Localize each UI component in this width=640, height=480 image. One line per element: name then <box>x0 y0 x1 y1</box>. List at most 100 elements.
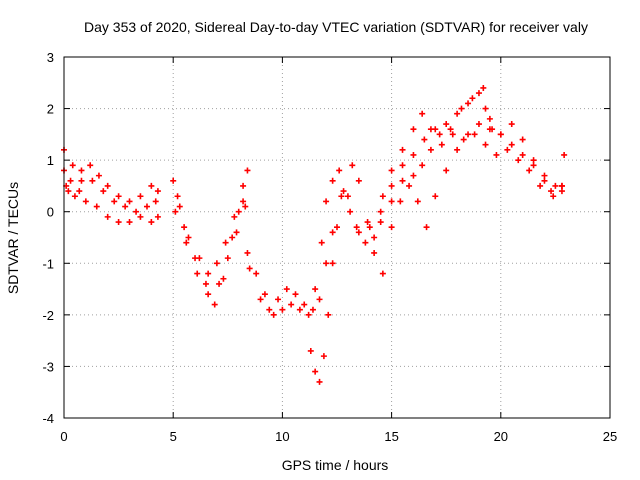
tick-labels: 0 5 10 15 20 25 -4 -3 -2 -1 0 1 2 3 <box>42 50 617 444</box>
data-point <box>205 291 212 298</box>
data-point <box>275 296 282 303</box>
data-point <box>336 167 343 174</box>
data-point <box>526 167 533 174</box>
y-tick-label: -3 <box>42 359 54 374</box>
y-tick-label: 0 <box>47 205 54 220</box>
x-tick-label: 10 <box>275 429 289 444</box>
data-point <box>137 213 144 220</box>
data-point <box>78 177 85 184</box>
data-point <box>399 162 406 169</box>
x-axis-label: GPS time / hours <box>282 457 389 473</box>
x-tick-label: 25 <box>603 429 617 444</box>
data-point <box>89 177 96 184</box>
data-point <box>519 151 526 158</box>
data-point <box>312 286 319 293</box>
data-point <box>347 208 354 215</box>
data-point <box>176 203 183 210</box>
data-point <box>231 213 238 220</box>
data-point <box>104 182 111 189</box>
data-point <box>323 260 330 267</box>
data-point <box>421 136 428 143</box>
data-point <box>355 229 362 236</box>
data-point <box>329 260 336 267</box>
data-point <box>438 141 445 148</box>
data-point <box>447 126 454 133</box>
data-point <box>399 146 406 153</box>
data-point <box>320 353 327 360</box>
data-point <box>530 162 537 169</box>
data-point <box>253 270 260 277</box>
data-point <box>224 255 231 262</box>
data-point <box>334 224 340 231</box>
axis-ticks <box>63 56 611 419</box>
data-point <box>309 306 316 313</box>
data-point <box>419 110 426 117</box>
data-point <box>192 255 199 262</box>
data-point <box>329 177 336 184</box>
data-point <box>486 115 493 122</box>
data-point <box>465 131 472 138</box>
series-track-g <box>379 121 568 277</box>
data-point <box>561 151 568 158</box>
data-point <box>115 219 122 226</box>
series-track-b <box>61 146 249 308</box>
data-point <box>550 193 557 200</box>
data-point <box>558 182 565 189</box>
data-point <box>143 203 150 210</box>
data-point <box>364 219 371 226</box>
data-point <box>266 306 273 313</box>
data-point <box>519 136 526 143</box>
data-point <box>482 141 489 148</box>
y-tick-label: -2 <box>42 308 54 323</box>
data-point <box>454 110 461 117</box>
data-point <box>172 208 179 215</box>
data-point <box>414 198 421 205</box>
data-point <box>122 203 129 210</box>
data-point <box>410 126 417 133</box>
data-point <box>65 188 72 195</box>
data-point <box>246 265 253 272</box>
data-point <box>240 182 247 189</box>
data-point <box>307 347 314 354</box>
data-point <box>377 208 384 215</box>
data-point <box>471 131 478 138</box>
data-point <box>406 182 413 189</box>
data-point <box>460 136 467 143</box>
data-point <box>67 177 74 184</box>
data-point <box>233 229 240 236</box>
data-point <box>482 105 489 112</box>
data-point <box>87 162 94 169</box>
data-point <box>443 167 450 174</box>
data-point <box>530 157 537 164</box>
data-point <box>235 208 242 215</box>
y-tick-label: -4 <box>42 411 54 426</box>
data-point <box>292 291 299 298</box>
data-point <box>316 296 323 303</box>
data-point <box>475 90 482 97</box>
data-point <box>301 301 308 308</box>
data-point <box>216 280 223 287</box>
data-point <box>399 177 406 184</box>
data-point <box>111 198 118 205</box>
data-point <box>323 198 330 205</box>
data-point <box>202 280 209 287</box>
data-point <box>229 234 236 241</box>
data-point <box>410 172 417 179</box>
data-point <box>410 151 417 158</box>
data-point <box>344 193 351 200</box>
data-point <box>423 224 430 231</box>
data-point <box>465 100 472 107</box>
data-point <box>185 234 192 241</box>
data-point <box>548 188 555 195</box>
data-point <box>211 301 218 308</box>
data-point <box>443 121 450 128</box>
data-point <box>436 131 443 138</box>
data-point <box>558 188 565 195</box>
data-point <box>508 121 515 128</box>
data-point <box>261 291 268 298</box>
data-point <box>279 306 286 313</box>
data-point <box>316 378 323 385</box>
data-point <box>469 95 476 102</box>
data-point <box>329 229 336 236</box>
data-point <box>338 193 345 200</box>
